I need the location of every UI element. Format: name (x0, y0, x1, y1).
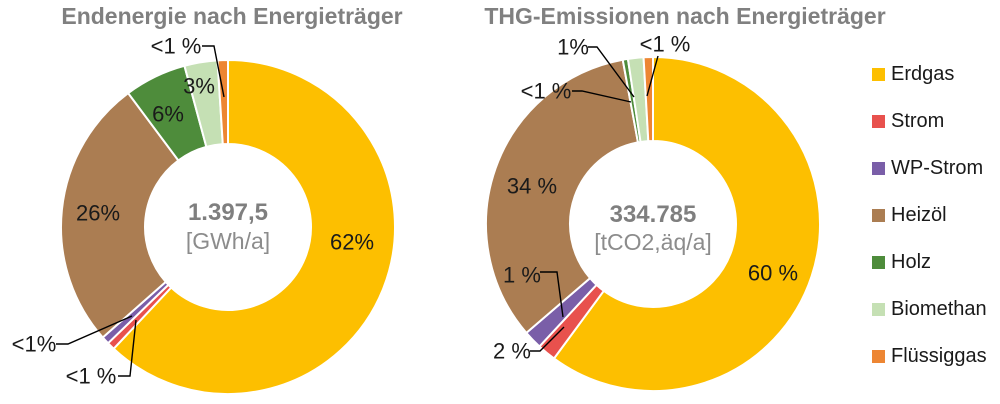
legend-label-strom: Strom (891, 110, 945, 132)
slice-heizoel (485, 58, 640, 335)
leader-line-wp-strom (540, 271, 564, 318)
legend-item-holz: Holz (872, 239, 997, 286)
slice-label-biomethan: 1% (557, 35, 589, 60)
slice-erdgas (552, 55, 821, 392)
slice-label-holz: <1 % (521, 79, 572, 104)
legend-swatch-heizoel (872, 209, 885, 222)
slice-fluessiggas (216, 58, 229, 146)
leader-line-fluessiggas (202, 45, 225, 98)
legend-swatch-erdgas (872, 68, 885, 81)
legend-swatch-strom (872, 115, 885, 128)
center-unit-endenergie: [GWh/a] (186, 228, 270, 254)
legend-swatch-holz (872, 256, 885, 269)
slice-label-heizoel: 34 % (507, 174, 557, 199)
donut-slices-thg (485, 55, 821, 392)
donut-chart-thg-emissionen: THG-Emissionen nach Energieträger 60 % 2 … (484, 3, 886, 392)
donut-chart-endenergie: Endenergie nach Energieträger 62% <1 % <1%… (12, 3, 403, 395)
slice-label-wp-strom: 1 % (503, 263, 541, 288)
leader-line-strom (530, 326, 565, 352)
legend-label-heizoel: Heizöl (891, 204, 947, 226)
legend-label-holz: Holz (891, 251, 932, 273)
leader-line-wp-strom (56, 315, 133, 345)
slice-label-biomethan: 3% (183, 74, 215, 99)
leader-lines-endenergie (56, 45, 225, 377)
legend-item-erdgas: Erdgas (872, 51, 997, 98)
legend-item-fluessiggas: Flüssiggas (872, 333, 997, 380)
slice-labels-endenergie: 62% <1 % <1% 26% 6% 3% <1 % (12, 34, 374, 389)
donut-slices-endenergie (60, 58, 396, 395)
legend-label-fluessiggas: Flüssiggas (891, 345, 987, 367)
slice-label-fluessiggas: <1 % (151, 34, 202, 59)
legend-label-erdgas: Erdgas (891, 63, 955, 85)
legend-item-heizoel: Heizöl (872, 192, 997, 239)
legend-item-wp-strom: WP-Strom (872, 145, 997, 192)
slice-label-holz: 6% (152, 102, 184, 127)
legend-label-wp-strom: WP-Strom (891, 157, 984, 179)
slice-fluessiggas (642, 55, 654, 143)
legend-swatch-biomethan (872, 303, 885, 316)
center-unit-thg: [tCO2,äq/a] (594, 229, 712, 255)
legend-swatch-fluessiggas (872, 350, 885, 363)
legend-label-biomethan: Biomethan (891, 298, 987, 320)
leader-line-biomethan (588, 46, 635, 98)
legend-item-biomethan: Biomethan (872, 286, 997, 333)
slice-label-fluessiggas: <1 % (640, 32, 691, 57)
center-value-thg: 334.785 (610, 201, 697, 228)
slice-label-erdgas: 62% (330, 230, 374, 255)
slice-label-wp-strom: <1% (12, 332, 57, 357)
legend-item-strom: Strom (872, 98, 997, 145)
chart-title-endenergie: Endenergie nach Energieträger (61, 3, 402, 29)
leader-line-strom (118, 319, 137, 377)
slice-labels-thg: 60 % 2 % 1 % 34 % <1 % 1% <1 % (493, 32, 798, 364)
slice-label-strom: <1 % (66, 364, 117, 389)
chart-title-thg-emissionen: THG-Emissionen nach Energieträger (484, 3, 885, 29)
slice-label-heizoel: 26% (76, 201, 120, 226)
legend-swatch-wp-strom (872, 162, 885, 175)
slice-erdgas (112, 58, 396, 395)
slice-heizoel (60, 91, 180, 339)
center-value-endenergie: 1.397,5 (188, 199, 268, 226)
legend: Erdgas Strom WP-Strom Heizöl Holz Biomethan Fl… (872, 51, 997, 380)
slice-label-strom: 2 % (493, 339, 531, 364)
leader-line-holz (572, 90, 632, 103)
slice-label-erdgas: 60 % (748, 261, 798, 286)
leader-lines-thg (530, 46, 659, 352)
leader-line-fluessiggas (646, 55, 659, 97)
